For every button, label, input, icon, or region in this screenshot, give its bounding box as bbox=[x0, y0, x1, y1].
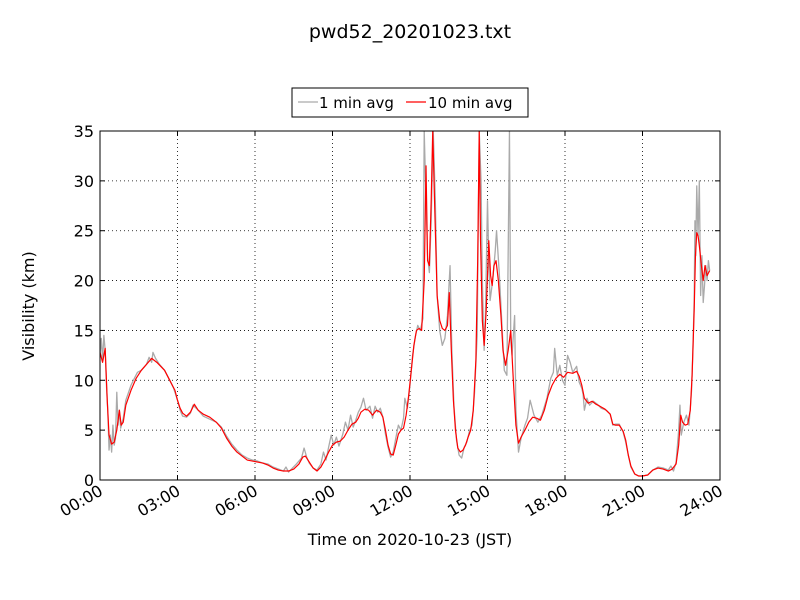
y-tick-label: 15 bbox=[74, 321, 94, 340]
x-tick-label: 21:00 bbox=[599, 481, 648, 521]
y-tick-label: 0 bbox=[84, 471, 94, 490]
legend-label-10min: 10 min avg bbox=[428, 94, 513, 112]
x-tick-label: 18:00 bbox=[522, 481, 571, 521]
y-tick-label: 35 bbox=[74, 122, 94, 141]
y-axis-label: Visibility (km) bbox=[19, 251, 38, 360]
x-tick-label: 09:00 bbox=[289, 481, 338, 521]
legend-label-1min: 1 min avg bbox=[319, 94, 394, 112]
y-axis-ticks: 0 5 10 15 20 25 30 35 bbox=[74, 122, 720, 490]
y-tick-label: 5 bbox=[84, 421, 94, 440]
y-tick-label: 20 bbox=[74, 272, 94, 291]
x-tick-label: 06:00 bbox=[212, 481, 261, 521]
chart-title: pwd52_20201023.txt bbox=[309, 21, 511, 43]
y-tick-label: 30 bbox=[74, 172, 94, 191]
x-axis-label: Time on 2020-10-23 (JST) bbox=[307, 530, 512, 549]
x-tick-label: 03:00 bbox=[134, 481, 183, 521]
x-tick-label: 15:00 bbox=[444, 481, 493, 521]
series-line-10min bbox=[100, 131, 711, 477]
x-axis-ticks: 00:00 03:00 06:00 09:00 12:00 15:00 18:00 21:00… bbox=[57, 131, 726, 521]
x-tick-label: 24:00 bbox=[677, 481, 726, 521]
x-tick-label: 00:00 bbox=[57, 481, 106, 521]
y-tick-label: 10 bbox=[74, 371, 94, 390]
series-layer bbox=[100, 131, 711, 477]
y-tick-label: 25 bbox=[74, 222, 94, 241]
grid bbox=[100, 131, 720, 480]
legend: 1 min avg 10 min avg bbox=[291, 87, 529, 118]
x-tick-label: 12:00 bbox=[367, 481, 416, 521]
